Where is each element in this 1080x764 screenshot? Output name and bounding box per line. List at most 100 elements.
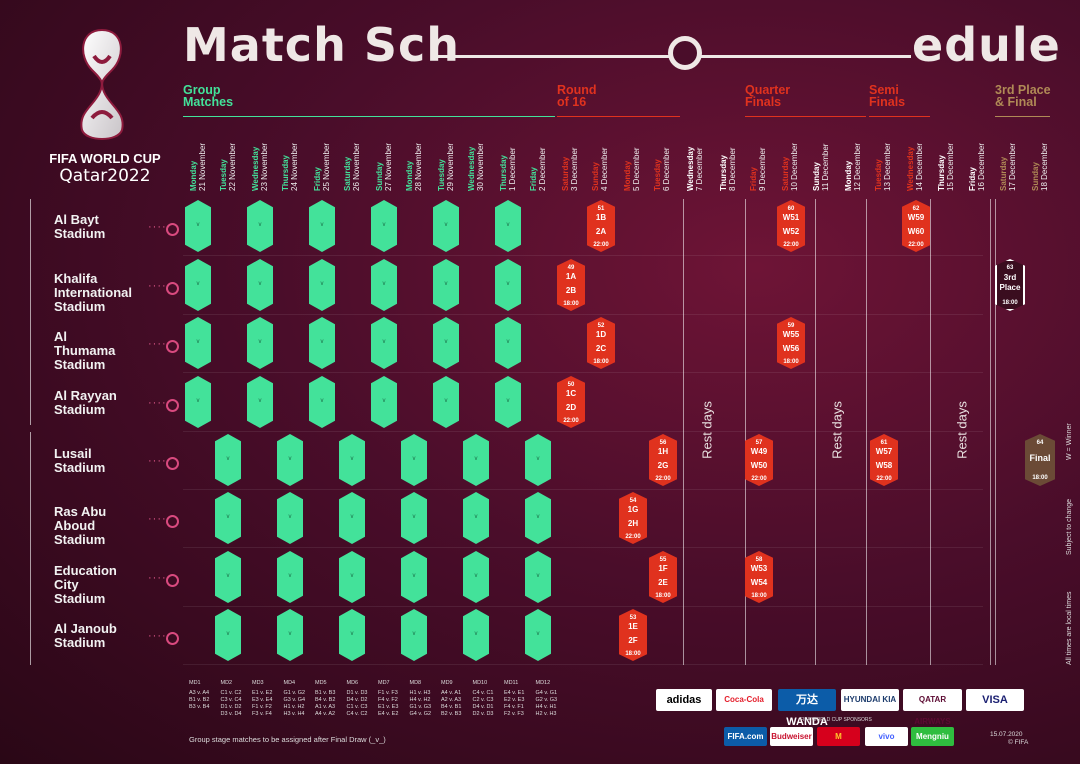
matchday-fixture: F2 v. F3 [504,711,524,717]
ko-a: 1F [658,564,668,573]
ko-a: W53 [750,564,768,573]
group-match[interactable]: v [495,317,521,369]
weekday-label: Saturday [781,156,790,191]
knockout-match[interactable]: 62 W59 W60 22:00 [902,200,930,252]
group-match[interactable]: v [215,492,241,544]
group-match[interactable]: v [277,551,303,603]
group-match[interactable]: v [463,551,489,603]
third-place-label2: Place [999,283,1021,292]
group-match[interactable]: v [277,609,303,661]
matchday-fixture: B1 v. B3 [315,690,336,696]
group-match[interactable]: v [463,609,489,661]
group-match[interactable]: v [277,492,303,544]
ko-b: W52 [782,227,800,236]
group-match[interactable]: v [525,551,551,603]
knockout-match[interactable]: 49 1A 2B 18:00 [557,259,585,311]
group-match[interactable]: v [339,492,365,544]
day-header: Wednesday 7 December [678,121,712,191]
group-match[interactable]: v [247,317,273,369]
group-match[interactable]: v [433,259,459,311]
knockout-match[interactable]: 57 W49 W50 22:00 [745,434,773,486]
group-match[interactable]: v [247,259,273,311]
match-versus: v [226,631,230,637]
knockout-match[interactable]: 56 1H 2G 22:00 [649,434,677,486]
group-match[interactable]: v [433,317,459,369]
connector-dots: ···· [148,221,167,233]
date-label: 30 November [476,142,485,191]
world-cup-emblem [80,28,124,140]
group-match[interactable]: v [339,434,365,486]
group-match[interactable]: v [463,434,489,486]
date-label: 12 December [853,142,862,191]
group-match[interactable]: v [215,551,241,603]
group-match[interactable]: v [371,259,397,311]
match-versus: v [258,339,262,345]
knockout-match[interactable]: 60 W51 W52 22:00 [777,200,805,252]
knockout-match[interactable]: 53 1E 2F 18:00 [619,609,647,661]
group-match[interactable]: v [215,434,241,486]
stage-label-line-1: 3rd Place [995,83,1051,97]
rest-days-3: Rest days [955,390,970,470]
knockout-match[interactable]: 55 1F 2E 18:00 [649,551,677,603]
third-place-label1: 3rd [1003,273,1017,282]
match-versus: v [382,222,386,228]
knockout-match[interactable]: 51 1B 2A 22:00 [587,200,615,252]
rest-days-label: Rest days [699,401,715,459]
group-match[interactable]: v [525,609,551,661]
group-match[interactable]: v [309,259,335,311]
knockout-match[interactable]: 52 1D 2C 18:00 [587,317,615,369]
third-place-match[interactable]: 63 3rd Place 18:00 [995,259,1025,311]
group-match[interactable]: v [185,376,211,428]
group-match[interactable]: v [339,551,365,603]
match-versus: v [536,514,540,520]
group-match[interactable]: v [433,376,459,428]
knockout-match[interactable]: 61 W57 W58 22:00 [870,434,898,486]
day-header: Thursday 15 December [929,121,963,191]
group-match[interactable]: v [433,200,459,252]
knockout-match[interactable]: 54 1G 2H 22:00 [619,492,647,544]
group-match[interactable]: v [401,551,427,603]
group-match[interactable]: v [277,434,303,486]
group-match[interactable]: v [309,200,335,252]
group-match[interactable]: v [525,434,551,486]
knockout-match[interactable]: 50 1C 2D 22:00 [557,376,585,428]
ko-b: 2A [595,227,607,236]
group-match[interactable]: v [247,200,273,252]
venue-name: Al Janoub Stadium [54,622,117,650]
group-match[interactable]: v [371,200,397,252]
group-match[interactable]: v [185,317,211,369]
group-match[interactable]: v [215,609,241,661]
knockout-match[interactable]: 59 W55 W56 18:00 [777,317,805,369]
group-match[interactable]: v [401,609,427,661]
final-match[interactable]: 64 Final 18:00 [1025,434,1055,486]
final-label: Final [1029,453,1051,463]
group-match[interactable]: v [309,317,335,369]
group-match[interactable]: v [371,317,397,369]
knockout-match[interactable]: 58 W53 W54 18:00 [745,551,773,603]
group-match[interactable]: v [401,434,427,486]
day-header: Monday 28 November [397,121,431,191]
ko-num: 60 [787,206,795,212]
group-match[interactable]: v [401,492,427,544]
date-label: 4 December [600,147,609,191]
group-match[interactable]: v [309,376,335,428]
group-match[interactable]: v [371,376,397,428]
venue-pin-icon [166,457,179,470]
group-match[interactable]: v [339,609,365,661]
group-match[interactable]: v [247,376,273,428]
group-match[interactable]: v [185,259,211,311]
group-match[interactable]: v [185,200,211,252]
group-match[interactable]: v [495,376,521,428]
matchday-label: MD3 [252,680,264,686]
date-label: 13 December [883,142,892,191]
group-match[interactable]: v [463,492,489,544]
day-header: Thursday 8 December [711,121,745,191]
venue-name-line: Al Janoub [54,621,117,636]
day-header: Tuesday 22 November [211,121,245,191]
venue-name-line: Al Bayt [54,212,99,227]
row-separator [183,372,983,373]
group-match[interactable]: v [525,492,551,544]
group-match[interactable]: v [495,259,521,311]
group-match[interactable]: v [495,200,521,252]
ko-time: 18:00 [593,359,609,365]
